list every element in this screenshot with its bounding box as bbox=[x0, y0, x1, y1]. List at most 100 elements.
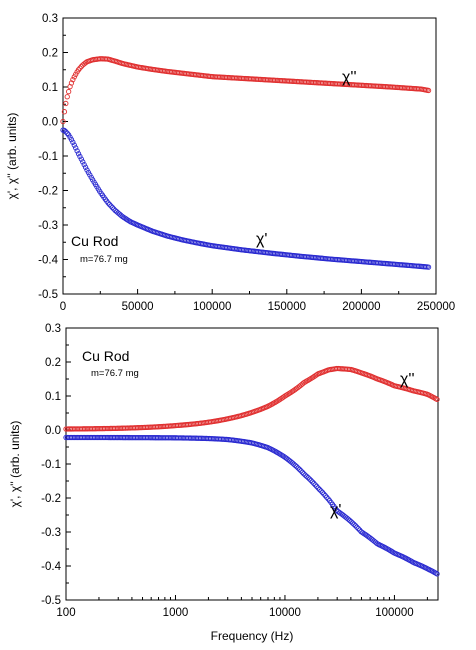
y-tick-label: 0.0 bbox=[45, 425, 61, 437]
data-point bbox=[354, 524, 360, 530]
data-point bbox=[295, 465, 301, 471]
x-tick-label: 250000 bbox=[417, 301, 455, 313]
data-point bbox=[63, 100, 69, 107]
y-axis-label-top: χ', χ'' (arb. units) bbox=[5, 113, 19, 200]
data-point bbox=[81, 161, 87, 168]
y-tick-label: -0.1 bbox=[41, 459, 61, 471]
y-tick-label: 0.2 bbox=[42, 48, 58, 60]
data-point bbox=[301, 471, 307, 477]
data-point bbox=[78, 156, 85, 162]
x-tick-label: 50000 bbox=[122, 301, 154, 313]
data-point bbox=[82, 60, 89, 66]
data-point bbox=[304, 473, 310, 479]
data-point bbox=[66, 88, 72, 95]
y-axis-label-bottom: χ', χ'' (arb. units) bbox=[8, 421, 22, 508]
data-point bbox=[61, 127, 68, 134]
data-point bbox=[308, 477, 314, 484]
data-point bbox=[306, 476, 313, 482]
x-tick-label: 150000 bbox=[268, 301, 306, 313]
data-point bbox=[349, 520, 356, 526]
data-point bbox=[425, 264, 432, 270]
y-tick-label: -0.3 bbox=[38, 220, 58, 232]
y-tick-label: 0.3 bbox=[45, 323, 61, 335]
x-tick-label: 10000 bbox=[269, 607, 301, 619]
mass-label-bottom: m=76.7 mg bbox=[91, 368, 139, 379]
x-tick-label: 200000 bbox=[342, 301, 380, 313]
y-axis-top: -0.5 -0.4 -0.3 -0.2 -0.1 0.0 0.1 0.2 0.3 bbox=[38, 13, 68, 301]
y-tick-label: -0.2 bbox=[38, 186, 58, 198]
x-axis-bottom: 100 1000 10000 100000 bbox=[56, 595, 428, 619]
series-label-chi-prime-top: χ' bbox=[256, 231, 267, 248]
series-chi-prime bbox=[63, 434, 440, 577]
x-axis-top: 0 50000 100000 150000 200000 250000 bbox=[60, 289, 455, 313]
y-axis-bottom: -0.5 -0.4 -0.3 -0.2 -0.1 0.0 0.1 0.2 0.3 bbox=[41, 323, 71, 607]
series-chi-double-prime bbox=[63, 365, 440, 432]
series-label-chi-prime-bottom: χ' bbox=[330, 502, 341, 519]
data-point bbox=[78, 63, 85, 70]
data-point bbox=[292, 462, 298, 469]
data-point bbox=[77, 65, 83, 71]
data-point bbox=[106, 201, 113, 208]
data-point bbox=[309, 479, 316, 485]
data-point bbox=[351, 521, 357, 527]
y-tick-label: 0.3 bbox=[42, 13, 58, 25]
y-tick-label: -0.4 bbox=[41, 561, 61, 573]
data-point bbox=[321, 491, 327, 497]
y-tick-label: -0.5 bbox=[41, 595, 61, 607]
data-point bbox=[70, 77, 76, 83]
data-point bbox=[73, 145, 79, 151]
data-point bbox=[61, 109, 68, 115]
x-tick-label: 1000 bbox=[163, 607, 189, 619]
series-chi-prime bbox=[60, 127, 432, 270]
chart-bottom: -0.5 -0.4 -0.3 -0.2 -0.1 0.0 0.1 0.2 0.3 100 1000… bbox=[8, 323, 440, 643]
series-group-top bbox=[60, 56, 432, 270]
y-tick-label: 0.2 bbox=[45, 357, 61, 369]
series-label-chi-double-prime-top: χ'' bbox=[342, 69, 357, 86]
data-point bbox=[348, 519, 354, 525]
y-tick-label: 0.0 bbox=[42, 117, 58, 129]
data-point bbox=[352, 523, 359, 529]
data-point bbox=[77, 153, 83, 160]
series-label-chi-double-prime-bottom: χ'' bbox=[400, 371, 415, 388]
data-point bbox=[434, 396, 440, 403]
data-point bbox=[60, 118, 66, 125]
data-point bbox=[293, 464, 300, 470]
data-point bbox=[319, 489, 326, 496]
data-point bbox=[302, 472, 308, 478]
data-point bbox=[82, 164, 89, 170]
data-point bbox=[75, 67, 82, 73]
data-point bbox=[64, 130, 70, 136]
x-tick-label: 100 bbox=[56, 607, 75, 619]
x-tick-label: 100000 bbox=[375, 607, 413, 619]
sample-label-top: Cu Rod bbox=[71, 233, 118, 249]
data-point bbox=[68, 136, 75, 143]
x-axis-label-bottom: Frequency (Hz) bbox=[211, 629, 294, 643]
data-point bbox=[318, 488, 324, 494]
data-point bbox=[64, 94, 70, 100]
series-group-bottom bbox=[63, 365, 440, 577]
sample-label-bottom: Cu Rod bbox=[82, 348, 129, 364]
data-point bbox=[299, 469, 306, 475]
data-point bbox=[357, 527, 363, 533]
chart-top: -0.5 -0.4 -0.3 -0.2 -0.1 0.0 0.1 0.2 0.3 0 50000 1… bbox=[5, 13, 455, 313]
data-point bbox=[68, 80, 75, 86]
data-point bbox=[316, 486, 323, 493]
data-point bbox=[315, 485, 321, 491]
data-point bbox=[312, 482, 318, 488]
data-point bbox=[105, 200, 111, 206]
y-tick-label: -0.1 bbox=[38, 151, 58, 163]
series-chi-double-prime bbox=[60, 56, 432, 125]
mass-label-top: m=76.7 mg bbox=[80, 254, 128, 265]
data-point bbox=[80, 159, 86, 165]
y-tick-label: -0.3 bbox=[41, 527, 61, 539]
data-point bbox=[71, 142, 77, 148]
y-tick-label: 0.1 bbox=[42, 82, 58, 94]
data-point bbox=[305, 475, 311, 481]
data-point bbox=[111, 206, 117, 212]
y-tick-label: -0.4 bbox=[38, 255, 58, 267]
data-point bbox=[63, 129, 69, 135]
y-tick-label: -0.2 bbox=[41, 493, 61, 505]
data-point bbox=[109, 204, 116, 211]
x-tick-label: 100000 bbox=[193, 301, 231, 313]
